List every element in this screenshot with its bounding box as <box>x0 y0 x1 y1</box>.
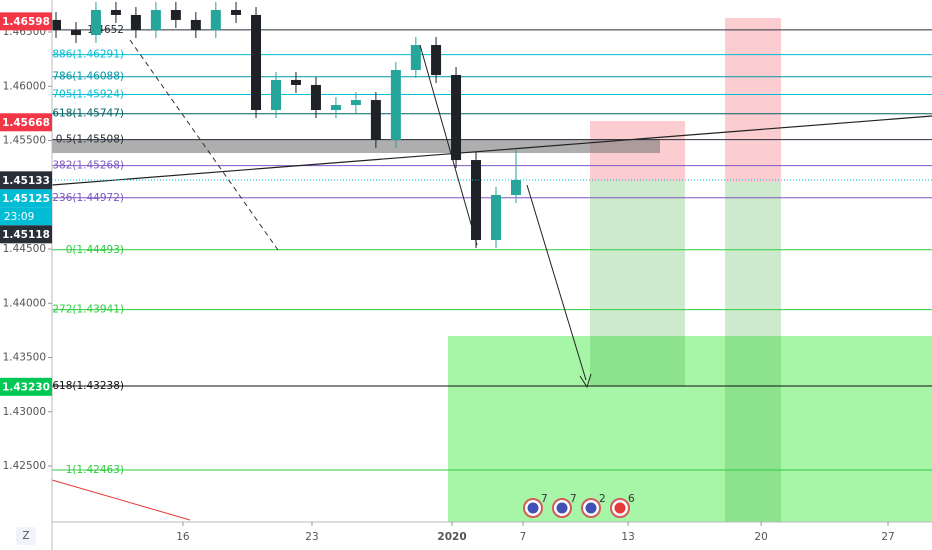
price-tag <box>0 225 52 244</box>
candle-body <box>471 160 482 241</box>
x-tick-label: 13 <box>621 531 634 543</box>
drawings <box>51 39 932 521</box>
drawings-background <box>52 18 932 522</box>
event-count: 2 <box>599 493 606 505</box>
event-count: 7 <box>570 493 577 505</box>
dashed-line <box>129 39 279 251</box>
candles <box>50 1 521 249</box>
event-flag <box>556 502 568 514</box>
candle-body <box>251 14 262 111</box>
price-tag-label: 1.45125 <box>2 193 50 205</box>
fib-level-label: 0.5(1.45508) <box>56 134 124 146</box>
candle-body <box>290 79 301 85</box>
target-zone <box>448 336 932 522</box>
price-tag <box>0 113 52 132</box>
zoom-button[interactable] <box>16 527 36 545</box>
profit-zone <box>725 182 781 522</box>
zoom-button-label[interactable]: Z <box>22 530 29 542</box>
candle-body <box>350 100 361 106</box>
trend-line <box>51 115 932 186</box>
candle-body <box>210 9 221 31</box>
x-tick-label: 27 <box>881 531 894 543</box>
x-tick-label: 2020 <box>437 531 466 543</box>
price-tag <box>0 189 52 208</box>
event-flag <box>527 502 539 514</box>
projection-line <box>526 184 587 381</box>
y-tick-label: 1.44000 <box>3 297 46 309</box>
event-count: 7 <box>541 493 548 505</box>
y-tick-label: 1.44500 <box>3 243 46 255</box>
candle-body <box>410 45 421 70</box>
fib-level-label: 0.382(1.45268) <box>42 160 124 172</box>
red-line <box>51 479 191 521</box>
price-tag <box>0 377 52 396</box>
candle-body <box>231 9 242 15</box>
fib-level-label: 0(1.44493) <box>66 244 124 256</box>
candle-body <box>150 9 161 31</box>
fib-level-label: 0.705(1.45924) <box>42 89 124 101</box>
candle-body <box>70 30 81 36</box>
y-tick-label: 1.45500 <box>3 135 46 147</box>
price-tag-label: 1.46598 <box>2 16 50 28</box>
event-count: 6 <box>628 493 635 505</box>
x-tick-label: 7 <box>520 531 527 543</box>
candle-body <box>490 194 501 241</box>
fib-level-label: 0.236(1.44972) <box>42 192 124 204</box>
candle-body <box>90 9 101 36</box>
y-tick-label: 1.43000 <box>3 406 46 418</box>
y-tick-label: 1.43500 <box>3 352 46 364</box>
event-flag <box>585 502 597 514</box>
candle-body <box>510 180 521 195</box>
price-tag <box>0 12 52 31</box>
stop-zone <box>725 18 781 182</box>
resistance-band <box>52 139 660 153</box>
y-tick-label: 1.46000 <box>3 80 46 92</box>
price-tag-label: 1.45133 <box>2 175 50 187</box>
candle-body <box>431 45 442 75</box>
event-flag <box>614 502 626 514</box>
arrow-head <box>579 373 592 389</box>
candle-body <box>370 100 381 140</box>
x-tick-label: 16 <box>176 531 190 543</box>
candle-body <box>190 19 201 31</box>
price-tag-label: 1.45118 <box>2 229 50 241</box>
candle-body <box>50 19 61 31</box>
candle-body <box>451 74 462 161</box>
candle-body <box>330 105 341 111</box>
price-tag-label: 1.43230 <box>2 381 50 393</box>
countdown-tag <box>0 207 52 226</box>
fib-level-label: 0.618(1.45747) <box>42 108 124 120</box>
x-tick-label: 20 <box>754 531 767 543</box>
price-tag <box>0 171 52 190</box>
countdown-label: 23:09 <box>4 211 34 223</box>
price-axis-bg <box>0 0 52 550</box>
profit-zone <box>590 181 685 386</box>
fib-level-label: -1(1.42463) <box>62 464 124 476</box>
time-axis-bg <box>52 522 932 550</box>
candle-body <box>110 9 121 15</box>
candle-body <box>310 84 321 111</box>
candle-body <box>170 9 181 20</box>
candle-body <box>270 79 281 111</box>
x-tick-label: 23 <box>305 531 318 543</box>
y-tick-label: 1.42500 <box>3 460 46 472</box>
fib-level-label: 0.272(1.43941) <box>42 304 124 316</box>
price-tag-label: 1.45668 <box>2 117 50 129</box>
candle-body <box>130 14 141 31</box>
fib-level-label: 0.618(1.43238) <box>42 380 124 392</box>
fib-level-label: 0.886(1.46291) <box>42 49 124 61</box>
fib-level-label: 0.786(1.46088) <box>42 71 124 83</box>
wave-line <box>419 44 478 246</box>
candle-body <box>390 69 401 140</box>
